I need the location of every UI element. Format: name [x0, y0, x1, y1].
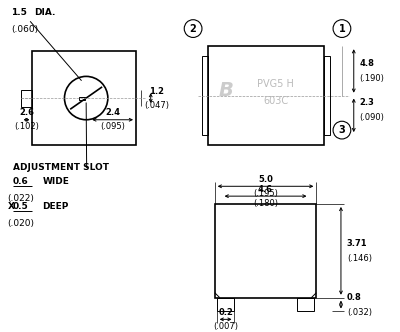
- Bar: [217, 298, 234, 311]
- Text: (.195): (.195): [253, 189, 278, 198]
- Bar: [21, 90, 32, 108]
- Text: DEEP: DEEP: [42, 202, 69, 211]
- Text: (.190): (.190): [360, 74, 384, 83]
- Text: 0.5: 0.5: [13, 202, 28, 211]
- Text: 4.6: 4.6: [258, 185, 273, 194]
- Text: 0.8: 0.8: [347, 292, 362, 301]
- Text: (.020): (.020): [7, 219, 34, 228]
- Text: 2.4: 2.4: [106, 108, 121, 117]
- Text: 2.3: 2.3: [360, 98, 374, 108]
- Text: 1: 1: [338, 24, 345, 34]
- Text: (.060): (.060): [11, 25, 38, 34]
- Text: (.090): (.090): [360, 113, 384, 123]
- Text: 4.8: 4.8: [360, 59, 374, 68]
- Text: WIDE: WIDE: [42, 177, 69, 186]
- Text: (.007): (.007): [213, 322, 238, 331]
- Text: (.022): (.022): [7, 194, 34, 203]
- Text: (.102): (.102): [14, 122, 39, 131]
- Text: 5.0: 5.0: [258, 175, 273, 184]
- Bar: [79, 97, 85, 100]
- Text: 3: 3: [338, 125, 345, 135]
- Bar: [324, 56, 330, 135]
- Text: X: X: [8, 202, 15, 211]
- Text: (.047): (.047): [144, 101, 169, 110]
- Bar: [32, 51, 136, 145]
- Bar: [296, 298, 314, 311]
- Text: PVG5 H: PVG5 H: [258, 79, 294, 89]
- Bar: [215, 204, 316, 298]
- Text: 3.71: 3.71: [347, 239, 368, 248]
- Text: 2: 2: [190, 24, 196, 34]
- Text: (.146): (.146): [347, 254, 372, 263]
- Text: 2.6: 2.6: [19, 108, 34, 117]
- Text: 0.6: 0.6: [13, 177, 28, 186]
- Text: DIA.: DIA.: [34, 8, 56, 17]
- Text: 1.2: 1.2: [149, 87, 164, 96]
- Bar: [208, 46, 324, 145]
- Text: 1.5: 1.5: [11, 8, 27, 17]
- Text: (.032): (.032): [347, 307, 372, 316]
- Text: (.095): (.095): [101, 122, 126, 131]
- Text: ADJUSTMENT SLOT: ADJUSTMENT SLOT: [13, 163, 109, 172]
- Bar: [202, 56, 208, 135]
- Text: 603C: 603C: [263, 96, 288, 106]
- Text: (.180): (.180): [253, 199, 278, 208]
- Text: B: B: [218, 81, 233, 100]
- Text: 0.2: 0.2: [218, 308, 233, 317]
